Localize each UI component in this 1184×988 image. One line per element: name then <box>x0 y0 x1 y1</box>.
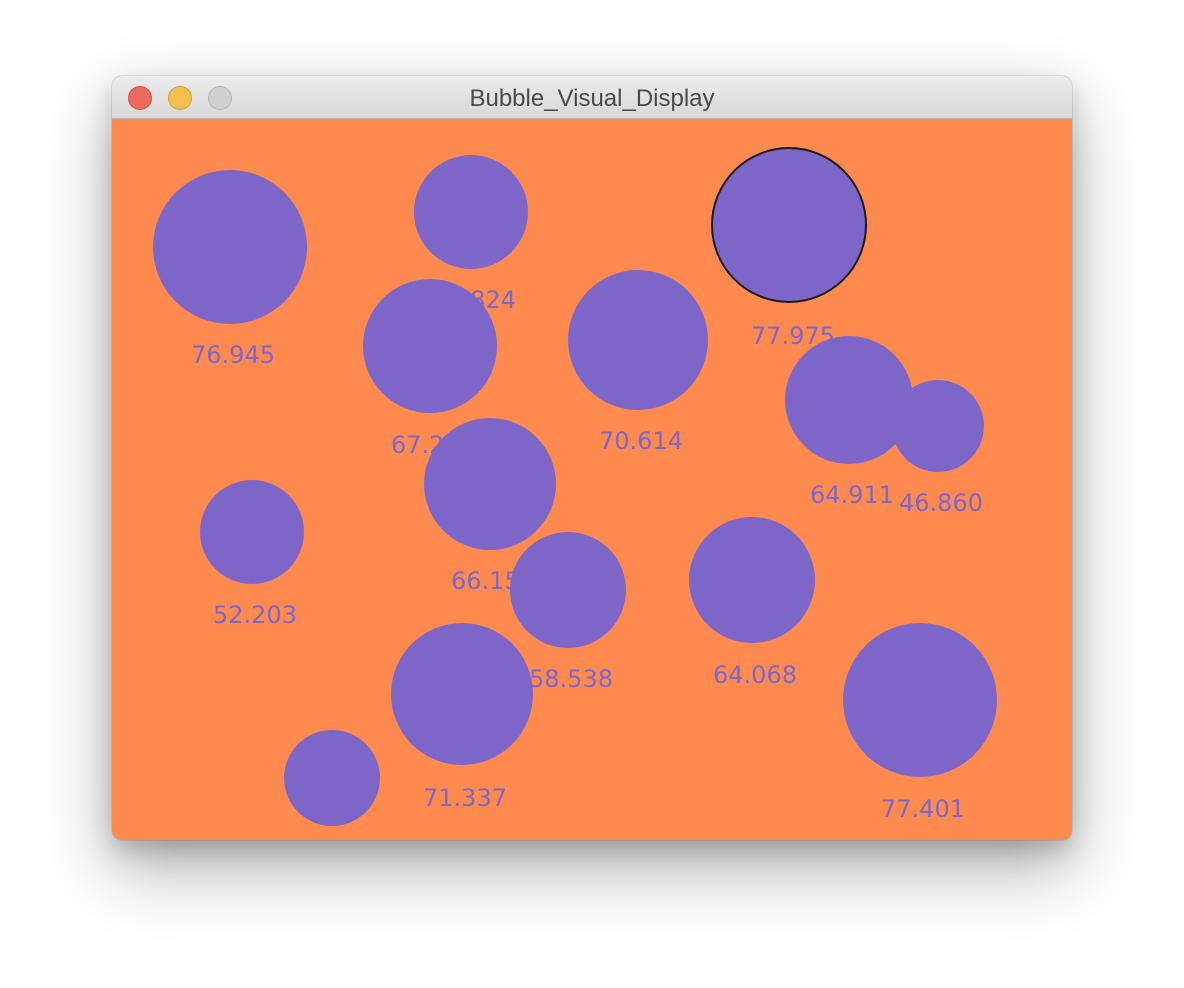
bubble-value-label: 76.945 <box>191 341 275 369</box>
window-title: Bubble_Visual_Display <box>469 85 715 112</box>
bubble[interactable] <box>424 418 556 550</box>
zoom-icon[interactable] <box>208 86 232 110</box>
bubble[interactable] <box>200 480 304 584</box>
bubble-value-label: 71.337 <box>423 784 507 812</box>
bubble[interactable] <box>391 623 533 765</box>
bubble[interactable] <box>153 170 307 324</box>
bubble[interactable] <box>843 623 997 777</box>
bubble-value-label: 58.538 <box>529 665 613 693</box>
bubble[interactable] <box>363 279 497 413</box>
bubble-value-label: 64.068 <box>713 661 797 689</box>
bubble[interactable] <box>785 336 913 464</box>
title-bar[interactable]: Bubble_Visual_Display <box>112 76 1072 119</box>
bubble-value-label: 77.401 <box>881 795 965 823</box>
minimize-icon[interactable] <box>168 86 192 110</box>
bubble[interactable] <box>510 532 626 648</box>
bubble-value-label: 64.911 <box>810 481 894 509</box>
bubble-plot[interactable]: 76.94569.82477.97567.27570.61464.91146.8… <box>112 119 1072 840</box>
bubble[interactable] <box>414 155 528 269</box>
bubble-selected[interactable] <box>711 147 867 303</box>
bubble[interactable] <box>568 270 708 410</box>
bubble[interactable] <box>689 517 815 643</box>
bubble-value-label: 46.860 <box>899 489 983 517</box>
bubble-value-label: 52.203 <box>213 601 297 629</box>
bubble[interactable] <box>892 380 984 472</box>
bubble-canvas[interactable]: 76.94569.82477.97567.27570.61464.91146.8… <box>112 119 1072 840</box>
bubble-value-label: 70.614 <box>599 427 683 455</box>
bubble[interactable] <box>284 730 380 826</box>
close-icon[interactable] <box>128 86 152 110</box>
app-window: Bubble_Visual_Display 76.94569.82477.975… <box>112 76 1072 840</box>
